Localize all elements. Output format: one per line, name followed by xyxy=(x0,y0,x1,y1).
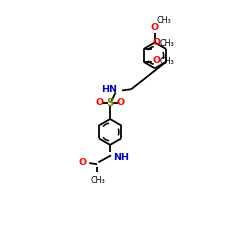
Text: O: O xyxy=(96,98,104,107)
Text: O: O xyxy=(116,98,124,107)
Text: HN: HN xyxy=(102,85,117,94)
Text: NH: NH xyxy=(113,153,129,162)
Text: CH₃: CH₃ xyxy=(90,176,105,185)
Text: CH₃: CH₃ xyxy=(159,57,174,66)
Text: O: O xyxy=(153,56,161,65)
Text: CH₃: CH₃ xyxy=(159,39,174,48)
Text: S: S xyxy=(106,98,114,108)
Text: CH₃: CH₃ xyxy=(157,16,172,25)
Text: O: O xyxy=(78,158,87,166)
Text: O: O xyxy=(151,23,159,32)
Text: O: O xyxy=(153,38,161,47)
